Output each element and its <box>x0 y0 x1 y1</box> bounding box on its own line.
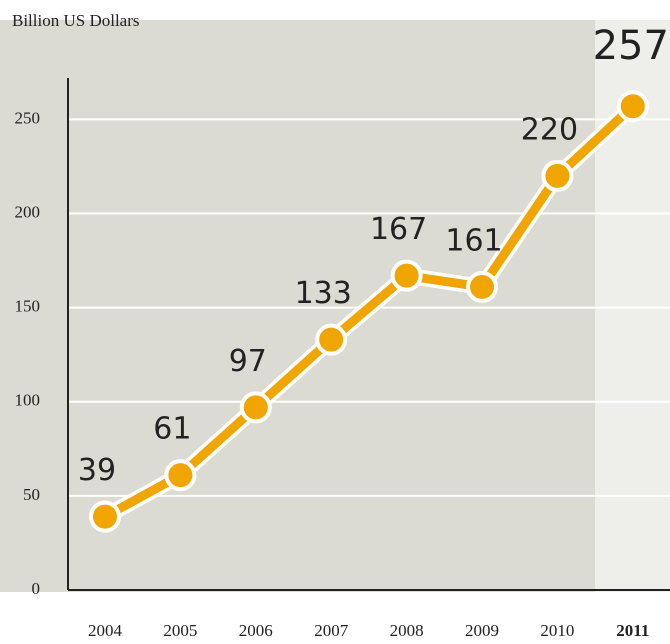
chart: Billion US Dollars 0 50 100 150 200 250 2004 20… <box>0 0 670 644</box>
marker <box>91 503 119 531</box>
y-tick-label: 0 <box>32 579 41 598</box>
value-label: 39 <box>78 453 116 488</box>
value-label: 220 <box>521 112 578 147</box>
value-label: 61 <box>153 412 191 447</box>
marker <box>468 273 496 301</box>
x-tick-label: 2007 <box>314 621 349 640</box>
marker <box>543 162 571 190</box>
x-tick-label: 2011 <box>616 621 649 640</box>
marker <box>317 326 345 354</box>
marker <box>393 262 421 290</box>
x-tick-label: 2010 <box>540 621 574 640</box>
axis-title: Billion US Dollars <box>12 11 140 30</box>
marker <box>242 393 270 421</box>
value-label: 161 <box>445 223 502 258</box>
y-tick-label: 100 <box>15 391 41 410</box>
x-tick-label: 2005 <box>163 621 197 640</box>
x-tick-label: 2006 <box>239 621 273 640</box>
x-tick-label: 2004 <box>88 621 123 640</box>
x-tick-label: 2008 <box>390 621 424 640</box>
y-tick-label: 150 <box>15 297 41 316</box>
value-label: 133 <box>295 276 352 311</box>
x-tick-label: 2009 <box>465 621 499 640</box>
value-label: 257 <box>593 23 669 69</box>
y-tick-label: 250 <box>15 108 41 127</box>
marker <box>166 461 194 489</box>
y-tick-label: 50 <box>23 485 40 504</box>
value-label: 97 <box>229 344 267 379</box>
y-tick-label: 200 <box>15 202 41 221</box>
value-label: 167 <box>370 212 427 247</box>
marker <box>619 92 647 120</box>
